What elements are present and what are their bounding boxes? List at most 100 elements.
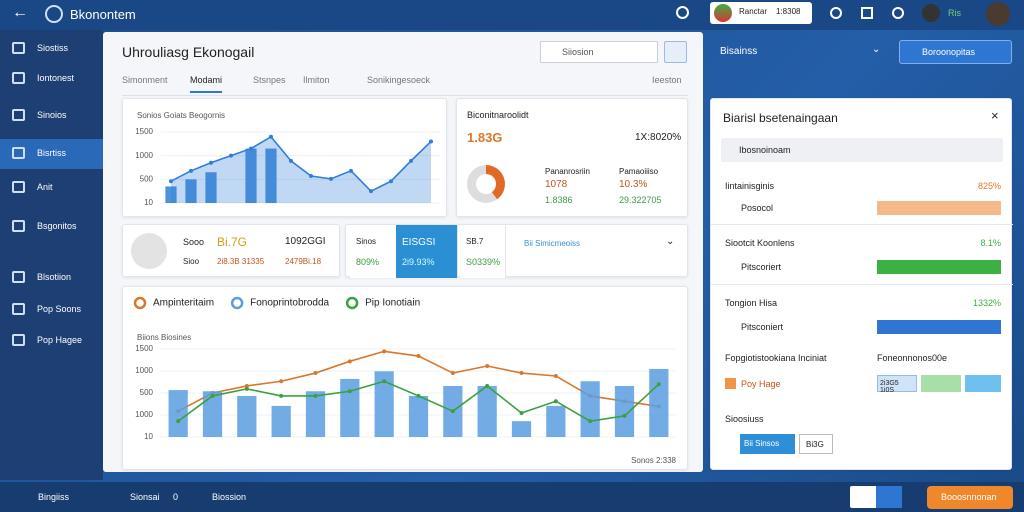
- tiles-card: Sinos 809% EISGSI 2i9.93% SB.7 S0339% Bii Sim…: [345, 224, 688, 278]
- tile[interactable]: EISGSI 2i9.93%: [396, 225, 458, 278]
- y-tick-label: 1000: [135, 410, 153, 419]
- profile-card[interactable]: [710, 2, 812, 24]
- icon[interactable]: [861, 7, 873, 19]
- bar: [271, 405, 291, 437]
- icon[interactable]: [830, 7, 842, 19]
- point: [169, 179, 173, 184]
- tile-value: S0339%: [466, 257, 501, 267]
- bottom-center[interactable]: Sionsai: [130, 492, 160, 502]
- tile: [965, 375, 1001, 392]
- line: [170, 135, 432, 193]
- tile[interactable]: Sinos 809%: [350, 225, 398, 278]
- kpi-sub-value: 2i8.3B 31335: [217, 257, 265, 266]
- y-tick-label: 1500: [135, 127, 153, 136]
- sidebar-item[interactable]: Anit: [37, 182, 53, 192]
- back-button[interactable]: ←: [12, 4, 28, 21]
- footer-value[interactable]: Bi3G: [799, 434, 833, 454]
- sidebar-item[interactable]: Siostiss: [37, 43, 69, 53]
- sidebar-active[interactable]: [0, 139, 103, 169]
- point: [553, 373, 558, 378]
- chart-title: Sonios Goiats Beogornis: [137, 111, 225, 120]
- bar: [374, 371, 394, 437]
- bar: [511, 421, 532, 437]
- bar: [202, 391, 223, 437]
- panel-search[interactable]: [721, 138, 1003, 162]
- point: [249, 146, 253, 151]
- sidebar-item[interactable]: Pop Hagee: [37, 335, 83, 345]
- legend-swatch: [133, 296, 147, 310]
- kpi-icon: [131, 233, 167, 269]
- sidebar-item[interactable]: Iontonest: [37, 73, 75, 83]
- point: [313, 393, 318, 398]
- y-tick-label: 500: [140, 174, 154, 183]
- tiles-link[interactable]: Bii Simicmeoiss: [524, 239, 581, 248]
- point: [269, 134, 273, 139]
- badge: Ris: [948, 8, 961, 18]
- point: [450, 409, 455, 414]
- tab-link[interactable]: Ieeston: [652, 75, 682, 85]
- y-tick-label: 1000: [135, 151, 153, 160]
- sidebar-icon: [12, 147, 25, 159]
- sidebar-icon: [12, 334, 25, 346]
- close-button[interactable]: ×: [991, 108, 999, 123]
- point: [209, 160, 213, 165]
- search-box[interactable]: [540, 41, 658, 63]
- sidebar-item[interactable]: Pop Soons: [37, 304, 82, 314]
- point: [279, 393, 284, 398]
- sidebar-item[interactable]: Bsgonitos: [37, 221, 77, 231]
- bottom-left[interactable]: Bingiiss: [38, 492, 70, 502]
- toggle[interactable]: [850, 486, 902, 508]
- sidebar-item[interactable]: Bisrtiss: [37, 148, 66, 158]
- tab[interactable]: Modami: [190, 75, 223, 93]
- sidebar-item[interactable]: Sinoios: [37, 110, 67, 120]
- kpi-sub-total: 2479Bi.18: [285, 257, 322, 266]
- tile-title: SB.7: [466, 237, 484, 246]
- row-value: 8.1%: [980, 238, 1001, 248]
- search-placeholder: Siiosion: [562, 47, 594, 57]
- y-tick-label: 10: [144, 432, 153, 441]
- group-title: Fopgiotistookiana Inciniat: [725, 353, 827, 363]
- kpi-label: Sooo: [183, 237, 205, 247]
- point: [409, 158, 413, 163]
- avatar[interactable]: [922, 4, 940, 22]
- row-bar: [877, 201, 1001, 215]
- dropdown[interactable]: Bisainss: [720, 46, 758, 57]
- bar: [168, 390, 188, 437]
- chart: Biions Biosines 1500 1000 500 1000 10 Ampinter…: [133, 296, 677, 465]
- row-label: Pitscoriert: [741, 262, 782, 272]
- primary-button[interactable]: Booosnnonan: [927, 486, 1013, 509]
- stat-sub: 29.322705: [619, 195, 662, 205]
- chart-footer: Sonos 2:338: [631, 456, 676, 465]
- search-button[interactable]: [664, 41, 687, 63]
- group-note: Foneonnonos00e: [877, 353, 948, 363]
- sidebar: [0, 30, 103, 480]
- tab[interactable]: Simonment: [122, 75, 168, 85]
- tile[interactable]: SB.7 S0339%: [460, 225, 506, 278]
- icon[interactable]: [892, 7, 904, 19]
- tab[interactable]: Stsnpes: [253, 75, 286, 85]
- summary-change: 1X:8020%: [635, 132, 682, 143]
- tab[interactable]: Ilmiton: [303, 75, 330, 85]
- bar: [265, 148, 277, 203]
- point: [349, 168, 353, 173]
- app-title: Bkonontem: [70, 7, 136, 22]
- kpi-total: 1092GGI: [285, 236, 326, 247]
- chevron[interactable]: ⌄: [872, 44, 881, 55]
- point: [210, 393, 215, 398]
- y-tick-label: 1500: [135, 344, 153, 353]
- user-avatar[interactable]: [986, 2, 1010, 26]
- tab[interactable]: Sonikingesoeck: [367, 75, 431, 85]
- bar: [237, 395, 257, 437]
- divider: [711, 224, 1013, 225]
- page-title: Uhrouliasg Ekonogail: [122, 44, 255, 60]
- footer-button[interactable]: Bii Sinsos: [740, 434, 795, 454]
- point: [176, 419, 181, 424]
- panel-title: Biarisl bsetenaingaan: [723, 111, 838, 125]
- chart-card: Biions Biosines 1500 1000 500 1000 10 Ampinter…: [122, 286, 688, 470]
- bottom-right[interactable]: Biossion: [212, 492, 247, 502]
- chevron[interactable]: ⌄: [666, 236, 675, 247]
- settings-icon[interactable]: [676, 6, 689, 19]
- sidebar-item[interactable]: Blsotiion: [37, 272, 72, 282]
- action-button[interactable]: [899, 40, 1012, 64]
